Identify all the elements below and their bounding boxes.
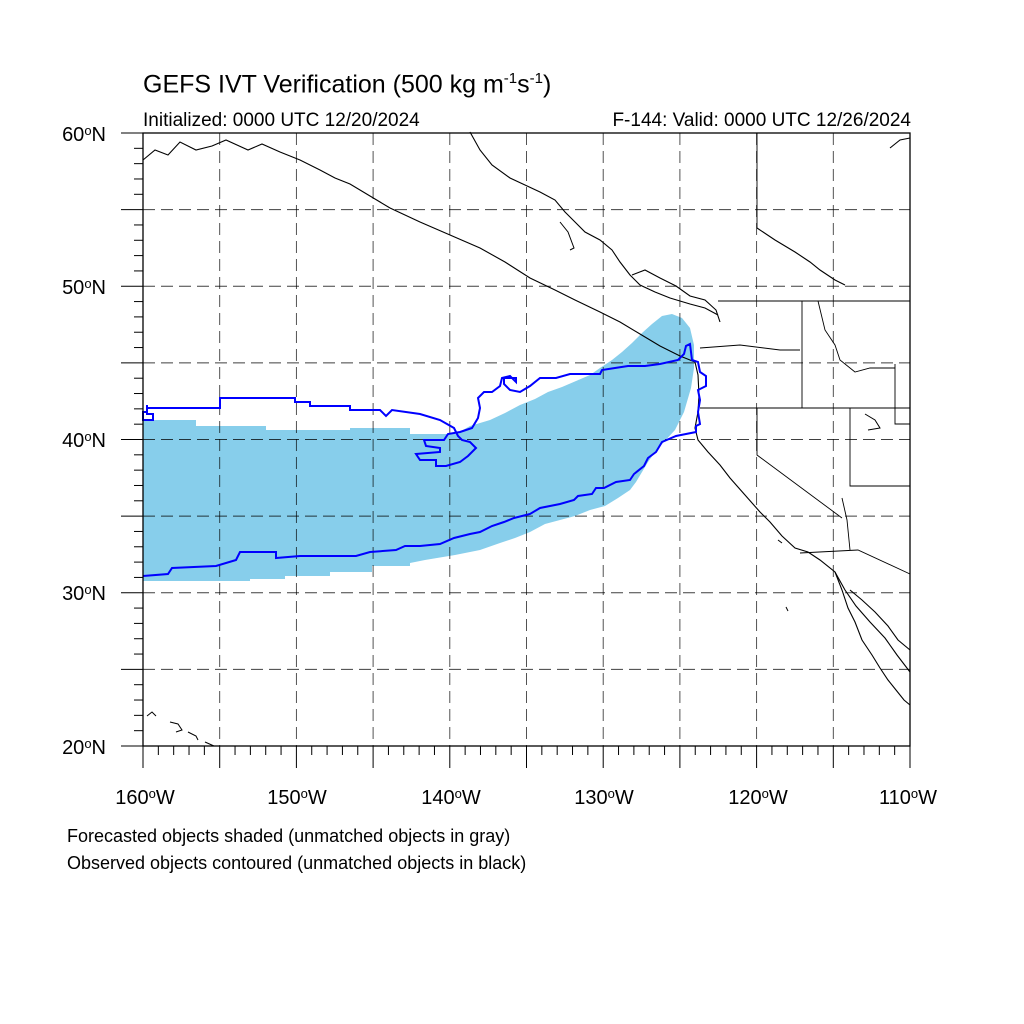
observed-contour-line	[142, 342, 707, 577]
forecast-caption: Forecasted objects shaded (unmatched obj…	[67, 826, 511, 846]
lat-label-40: 40oN	[62, 429, 106, 452]
border-oregon-washington	[699, 344, 800, 351]
observed-object	[142, 342, 707, 577]
map-title: GEFS IVT Verification (500 kg m-1s-1)	[143, 70, 552, 99]
border-utah-east	[849, 408, 910, 487]
lon-label-140w: 140oW	[421, 786, 481, 809]
lon-label-110w: 110oW	[878, 786, 938, 809]
border-idaho-montana	[817, 300, 895, 373]
graticule	[143, 133, 910, 746]
island-hawaii-4	[204, 741, 215, 747]
valid-time: F-144: Valid: 0000 UTC 12/26/2024	[612, 110, 911, 131]
border-california-arizona	[841, 497, 851, 551]
lon-label-130w: 130oW	[574, 786, 634, 809]
coastline-west-us	[694, 361, 911, 673]
coastlines	[142, 131, 911, 747]
island-guadalupe	[785, 606, 789, 612]
coastline-mainland-mexico	[849, 589, 911, 651]
lon-label-160w: 160oW	[115, 786, 175, 809]
coastline-vancouver-island	[631, 269, 721, 323]
island-socal	[777, 539, 783, 544]
forecast-object	[143, 314, 694, 581]
coastline-north-edge	[889, 137, 911, 149]
island-lake	[864, 413, 881, 431]
island-hawaii-3	[187, 731, 199, 741]
island-hawaii-2	[169, 721, 183, 733]
coastline-baja	[834, 571, 911, 706]
lat-label-20: 20oN	[62, 736, 106, 759]
lon-label-150w: 150oW	[267, 786, 327, 809]
lat-label-50: 50oN	[62, 276, 106, 299]
coastline-alaska-bc	[142, 139, 696, 363]
observed-caption: Observed objects contoured (unmatched ob…	[67, 853, 527, 873]
border-california-nevada	[756, 408, 843, 519]
lon-label-120w: 120oW	[728, 786, 788, 809]
lat-label-30: 30oN	[62, 582, 106, 605]
coastline-canada-north	[756, 227, 846, 286]
axis-ticks	[121, 132, 911, 768]
border-us-mexico	[799, 549, 911, 575]
island-hawaii-1	[146, 711, 157, 717]
island-haida-gwaii	[559, 221, 575, 251]
initialized-time: Initialized: 0000 UTC 12/20/2024	[143, 110, 420, 131]
forecast-shaded-area	[143, 314, 694, 581]
lat-label-60: 60oN	[62, 123, 106, 146]
border-wyoming	[894, 364, 910, 425]
coastline-panhandle	[469, 131, 719, 316]
